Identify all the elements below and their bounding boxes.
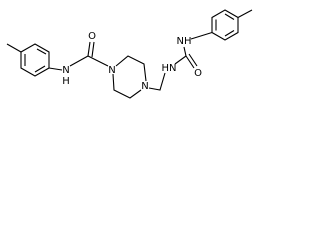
double-bond (224, 30, 235, 37)
atom-label: NH (177, 36, 192, 47)
atom-labels: N H O N N HN NH O (62, 31, 202, 92)
atom-label: N (62, 65, 69, 76)
double-bond (185, 55, 195, 69)
bond (69, 55, 89, 67)
piperazine-bond (112, 73, 142, 99)
double-bond (36, 48, 47, 55)
double-bond (34, 65, 46, 73)
methyl-bond (237, 9, 253, 18)
piperazine-bond (115, 55, 147, 82)
atom-label: O (88, 31, 96, 42)
page: {"structure": {"labels": ["N", "H", "O",… (0, 0, 320, 102)
double-bond (87, 41, 91, 57)
double-bond (188, 53, 198, 67)
bond (48, 67, 63, 71)
methyl-bond (6, 43, 22, 53)
atom-label: N (108, 65, 115, 76)
chain-bond (148, 72, 166, 91)
bond (174, 55, 187, 65)
bonds (6, 9, 253, 99)
atom-label: O (194, 68, 202, 79)
bond (183, 46, 187, 57)
atom-label: N (141, 81, 148, 92)
molecule-diagram: N H O N N HN NH O (6, 9, 253, 99)
double-bond (224, 13, 235, 20)
atom-label: H (62, 76, 70, 87)
double-bond (91, 41, 95, 58)
atom-label: HN (162, 63, 177, 74)
bond (87, 55, 109, 67)
bond (190, 31, 213, 40)
